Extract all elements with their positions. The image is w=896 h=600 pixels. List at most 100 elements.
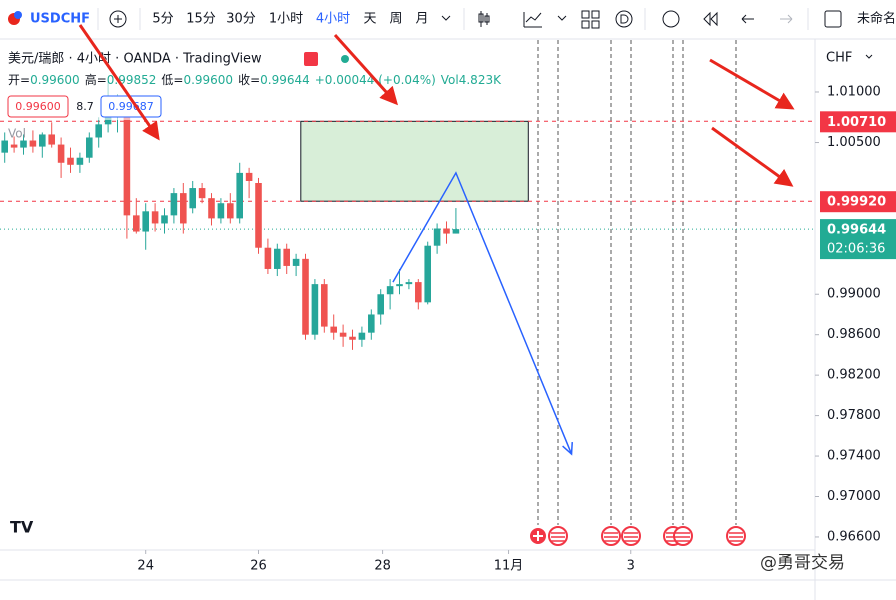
candle-body [39, 134, 46, 147]
ohlc-item: 高= [85, 72, 107, 87]
candle-body [67, 157, 74, 165]
y-tick-label: 0.98200 [827, 368, 881, 383]
ohlc-item: 低= [161, 73, 183, 87]
y-tick-label: 1.00500 [827, 135, 881, 150]
y-tick-label: 0.99000 [827, 287, 881, 302]
x-tick-label: 28 [374, 559, 391, 574]
candle-body [452, 229, 460, 234]
candle-body [236, 172, 243, 219]
alert-button[interactable] [662, 10, 680, 28]
layout-button[interactable] [581, 10, 600, 29]
unit-dropdown[interactable] [865, 54, 873, 59]
redo-button[interactable] [780, 14, 793, 24]
interval-button[interactable]: 月 [415, 12, 428, 27]
candle-body [48, 134, 55, 145]
add-icon [114, 15, 122, 23]
candle-body [358, 332, 366, 340]
indicator-name: Vol [8, 127, 26, 141]
candle-body [29, 140, 37, 147]
ohlc-item: Vol [441, 73, 459, 87]
arrow-head [562, 442, 574, 456]
candle-body [396, 284, 403, 287]
market-status [341, 55, 349, 63]
layout-checkbox[interactable] [824, 10, 842, 28]
candle-body [133, 215, 140, 232]
candle-body [1, 140, 8, 153]
candle-body [292, 258, 300, 266]
ohlc-item: 0.99644 [260, 73, 310, 87]
watermark: @勇哥交易 [760, 553, 845, 573]
candle-body [76, 157, 84, 165]
event-lines [537, 40, 737, 525]
rectangle-drawing[interactable] [300, 120, 529, 202]
interval-button[interactable]: 周 [389, 12, 402, 27]
trend-drawing[interactable] [392, 171, 573, 455]
candle-body [368, 314, 375, 333]
candle-body [433, 228, 441, 246]
candle-body [170, 193, 178, 216]
price-label: 0.99920 [827, 195, 886, 210]
annotation-arrows [78, 24, 795, 187]
candle-body [180, 193, 187, 224]
candle-body [264, 247, 272, 269]
symbol-icon [14, 11, 22, 19]
add-symbol-button[interactable] [109, 10, 127, 28]
y-tick-label: 0.97000 [827, 489, 881, 504]
indicator-value: 8.7 [76, 100, 94, 113]
symbol[interactable]: USDCHF [30, 12, 90, 27]
data-window-button[interactable] [615, 10, 633, 28]
x-tick-label: 11月 [494, 559, 524, 574]
indicator-box [7, 95, 69, 118]
x-tick-label: 3 [627, 559, 635, 574]
candle-body [415, 282, 422, 303]
candle-body [227, 203, 234, 219]
tv-logo[interactable]: TV [10, 518, 34, 537]
interval-button[interactable]: 5分 [152, 12, 173, 27]
candle-body [189, 188, 196, 209]
layout-name[interactable]: 未命名 [857, 11, 896, 27]
price-label-bg [820, 111, 896, 133]
ohlc-item: 4.823K [459, 73, 502, 87]
indicator-value: 0.99600 [15, 100, 61, 113]
y-tick-label: 1.01000 [827, 84, 881, 99]
indicator-value: 0.99687 [108, 100, 154, 113]
replay-button[interactable] [703, 11, 718, 27]
candle-body [283, 248, 290, 266]
candle-body [95, 124, 102, 138]
interval-dropdown[interactable] [441, 15, 451, 21]
candle-body [255, 182, 262, 248]
ohlc-item: 0.99600 [183, 73, 233, 87]
y-tick-label: 0.98600 [827, 327, 881, 342]
event-icons[interactable] [528, 526, 746, 546]
candle-body [161, 215, 168, 224]
interval-button[interactable]: 4小时 [316, 12, 350, 27]
price-label: 1.00710 [827, 115, 886, 130]
candle-body [151, 211, 159, 224]
candle-body [57, 144, 65, 163]
flag-icon[interactable] [304, 52, 318, 66]
candle-body [10, 144, 18, 148]
price-label: 0.99644 [827, 223, 886, 238]
dropdown[interactable] [557, 15, 567, 21]
countdown: 02:06:36 [827, 242, 885, 257]
chart-type-button[interactable] [478, 11, 490, 27]
candle-body [274, 248, 281, 269]
interval-button[interactable]: 30分 [226, 12, 256, 27]
candle-body [142, 211, 149, 232]
ohlc-item: 收= [238, 73, 260, 87]
candle-body [86, 137, 93, 158]
ohlc-item: 0.99600 [30, 73, 80, 87]
candle-body [20, 140, 27, 148]
interval-button[interactable]: 15分 [186, 12, 216, 27]
chart-title: 美元/瑞郎 · 4小时 · OANDA · TradingView [8, 52, 262, 67]
indicators-button[interactable] [523, 12, 542, 28]
price-unit[interactable]: CHF [826, 51, 852, 66]
candle-body [443, 228, 450, 234]
d-icon [620, 14, 629, 24]
undo-button[interactable] [741, 14, 754, 24]
interval-button[interactable]: 1小时 [269, 12, 303, 27]
ohlc-item: 开= [8, 73, 30, 87]
candle-body [386, 286, 394, 295]
interval-button[interactable]: 天 [363, 12, 376, 27]
